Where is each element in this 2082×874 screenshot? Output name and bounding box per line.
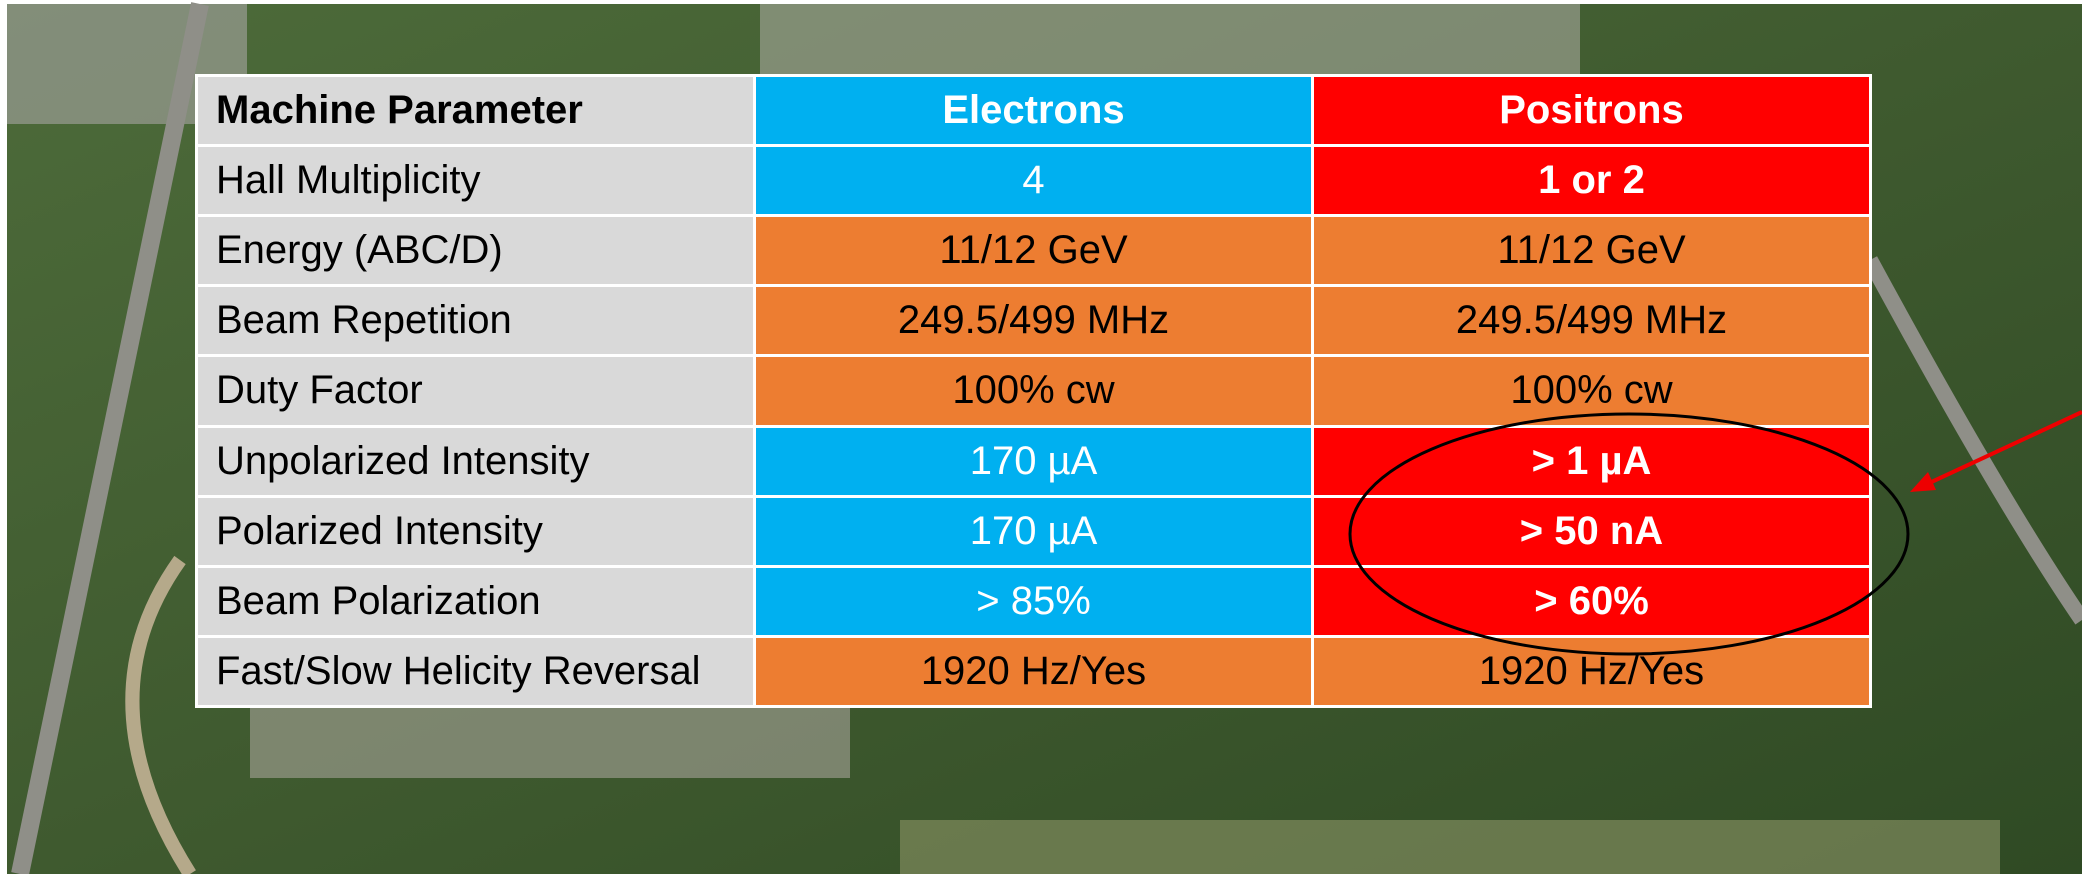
header-row: Machine Parameter Electrons Positrons	[197, 76, 1871, 146]
value-cell: 1920 Hz/Yes	[1313, 636, 1871, 706]
value-cell: > 85%	[755, 566, 1313, 636]
parameter-cell: Unpolarized Intensity	[197, 426, 755, 496]
table-row: Beam Polarization> 85%> 60%	[197, 566, 1871, 636]
value-cell: 100% cw	[1313, 356, 1871, 426]
value-cell: 4	[755, 146, 1313, 216]
value-cell: 249.5/499 MHz	[1313, 286, 1871, 356]
parameter-cell: Duty Factor	[197, 356, 755, 426]
parameter-cell: Beam Repetition	[197, 286, 755, 356]
value-cell: > 50 nA	[1313, 496, 1871, 566]
value-cell: 170 µA	[755, 496, 1313, 566]
value-cell: 170 µA	[755, 426, 1313, 496]
value-cell: 1 or 2	[1313, 146, 1871, 216]
value-cell: 100% cw	[755, 356, 1313, 426]
header-cell: Machine Parameter	[197, 76, 755, 146]
parameter-cell: Beam Polarization	[197, 566, 755, 636]
value-cell: 11/12 GeV	[1313, 216, 1871, 286]
parameter-table: Machine Parameter Electrons Positrons Ha…	[195, 74, 1872, 708]
value-cell: 1920 Hz/Yes	[755, 636, 1313, 706]
parameter-cell: Hall Multiplicity	[197, 146, 755, 216]
parameter-cell: Polarized Intensity	[197, 496, 755, 566]
value-cell: > 60%	[1313, 566, 1871, 636]
parameter-cell: Energy (ABC/D)	[197, 216, 755, 286]
page: Machine Parameter Electrons Positrons Ha…	[0, 0, 2082, 874]
value-cell: 249.5/499 MHz	[755, 286, 1313, 356]
value-cell: > 1 µA	[1313, 426, 1871, 496]
header-cell: Positrons	[1313, 76, 1871, 146]
value-cell: 11/12 GeV	[755, 216, 1313, 286]
parameter-cell: Fast/Slow Helicity Reversal	[197, 636, 755, 706]
header-cell: Electrons	[755, 76, 1313, 146]
